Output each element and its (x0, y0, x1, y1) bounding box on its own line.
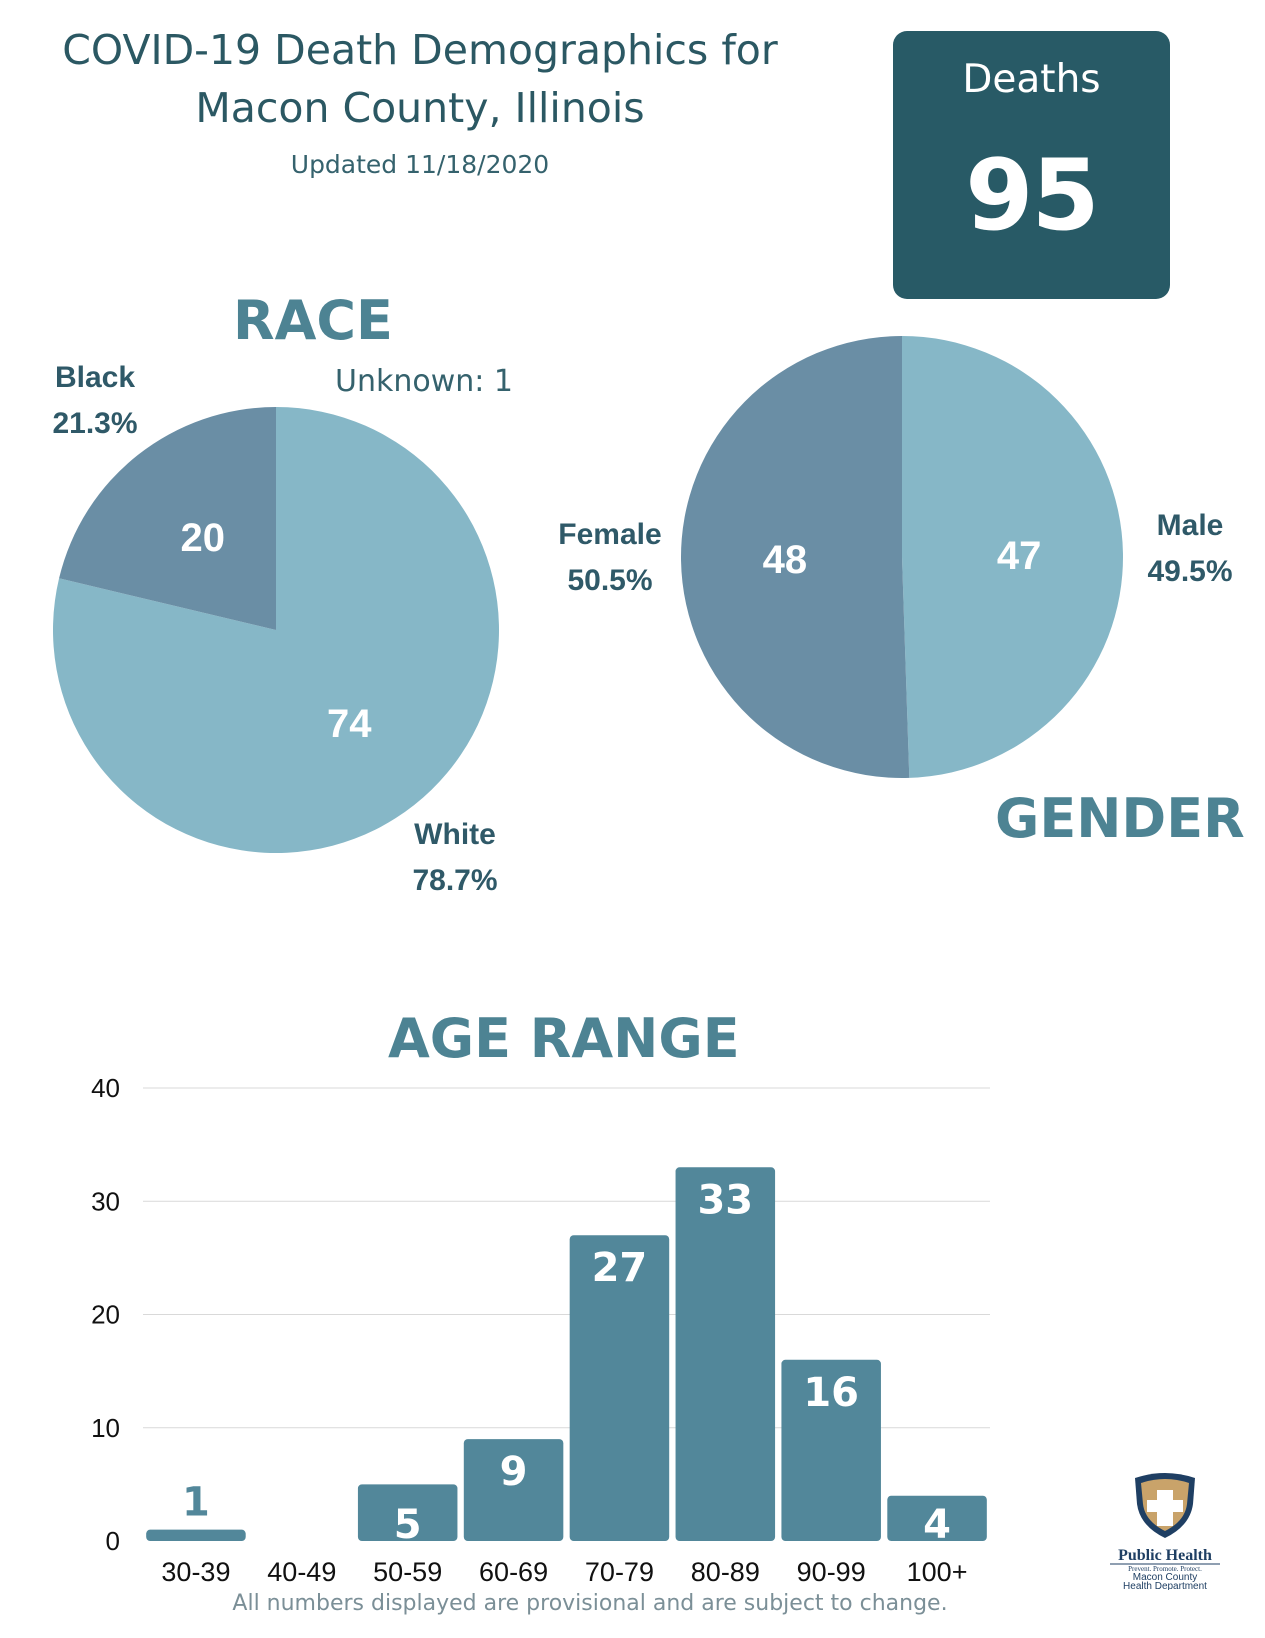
y-tick-10: 10 (91, 1413, 120, 1443)
race-black-name: Black (54, 361, 136, 394)
race-white-pct: 78.7% (412, 864, 498, 897)
updated-date: Updated 11/18/2020 (290, 150, 550, 179)
race-black-legend: Black 21.3% (40, 355, 150, 447)
bar-80-89 (675, 1167, 776, 1541)
gender-heading: GENDER (995, 787, 1245, 850)
gender-female-legend: Female 50.5% (545, 512, 675, 604)
deaths-label: Deaths (962, 57, 1101, 102)
x-tick-40-49: 40-49 (267, 1557, 336, 1587)
gender-female-pct: 50.5% (567, 564, 653, 597)
race-white-legend: White 78.7% (400, 812, 510, 904)
logo-tagline: Prevent. Promote. Protect. (1128, 1565, 1202, 1573)
gender-value-female: 48 (763, 538, 808, 582)
gender-female-name: Female (558, 518, 662, 551)
footnote: All numbers displayed are provisional an… (232, 1591, 948, 1616)
age-heading: AGE RANGE (388, 1007, 740, 1070)
bar-label-30-39: 1 (182, 1480, 210, 1526)
gender-male-pct: 49.5% (1147, 555, 1233, 588)
gender-slice-female (680, 336, 910, 778)
y-tick-30: 30 (91, 1186, 120, 1216)
gender-slice-male (902, 336, 1123, 778)
bar-label-100+: 4 (923, 1502, 951, 1548)
logo-org-line1: Macon County (1133, 1572, 1197, 1583)
y-tick-20: 20 (91, 1300, 120, 1330)
bar-50-59 (357, 1484, 458, 1541)
y-tick-0: 0 (106, 1526, 120, 1556)
x-tick-30-39: 30-39 (161, 1557, 230, 1587)
y-tick-40: 40 (91, 1073, 120, 1103)
page-title-line1: COVID-19 Death Demographics for (62, 26, 778, 74)
race-black-pct: 21.3% (52, 407, 138, 440)
race-value-black: 20 (181, 516, 226, 560)
bar-label-50-59: 5 (394, 1502, 422, 1548)
race-slice-black (59, 407, 277, 630)
page-title-line2: Macon County, Illinois (195, 84, 645, 132)
bar-30-39 (146, 1529, 246, 1541)
gender-value-male: 47 (997, 534, 1042, 578)
race-unknown-note: Unknown: 1 (335, 364, 513, 399)
bar-label-70-79: 27 (592, 1245, 648, 1291)
bar-label-60-69: 9 (500, 1449, 528, 1495)
bar-100+ (887, 1495, 987, 1541)
logo-org-line2: Health Department (1123, 1581, 1207, 1590)
bar-90-99 (781, 1359, 881, 1541)
bar-60-69 (463, 1439, 564, 1541)
public-health-logo: Public Health Prevent. Promote. Protect.… (1110, 1473, 1220, 1590)
logo-text: Public Health (1118, 1547, 1212, 1564)
cross-icon (1147, 1490, 1183, 1526)
race-white-name: White (414, 818, 496, 851)
x-tick-80-89: 80-89 (691, 1557, 760, 1587)
bar-label-90-99: 16 (803, 1370, 859, 1416)
x-tick-90-99: 90-99 (797, 1557, 866, 1587)
deaths-card: Deaths 95 (893, 31, 1170, 299)
race-heading: RACE (233, 289, 393, 352)
deaths-value: 95 (965, 139, 1099, 253)
bar-70-79 (569, 1235, 670, 1541)
x-tick-60-69: 60-69 (479, 1557, 548, 1587)
gender-male-legend: Male 49.5% (1130, 503, 1250, 595)
bar-label-80-89: 33 (697, 1177, 753, 1223)
race-value-white: 74 (327, 702, 372, 746)
x-tick-50-59: 50-59 (373, 1557, 442, 1587)
x-tick-70-79: 70-79 (585, 1557, 654, 1587)
x-tick-100+: 100+ (907, 1557, 968, 1587)
gender-male-name: Male (1156, 509, 1224, 542)
